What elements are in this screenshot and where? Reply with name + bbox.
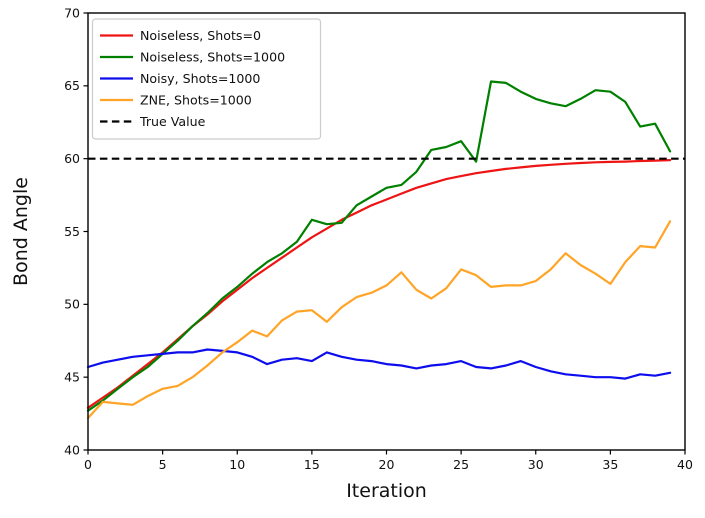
- legend: Noiseless, Shots=0 Noiseless, Shots=1000 N…: [91, 18, 322, 140]
- legend-item-noisy-shots-1000: Noisy, Shots=1000: [100, 71, 260, 86]
- y-tick-label: 45: [64, 370, 80, 385]
- ticks-layer: 0 5 10 15 20 25 30 35 40 40 45 50 55 60 65 70: [64, 5, 693, 472]
- x-tick-label: 25: [453, 457, 469, 472]
- series-noiseless-shots-1000: [86, 80, 672, 412]
- x-tick-label: 20: [379, 457, 395, 472]
- legend-box: [91, 18, 322, 140]
- x-tick-label: 35: [602, 457, 618, 472]
- x-tick-label: 30: [528, 457, 544, 472]
- y-axis-label: Bond Angle: [10, 177, 32, 286]
- legend-label-noiseless-shots-1000: Noiseless, Shots=1000: [140, 49, 285, 64]
- y-tick-label: 40: [64, 442, 80, 457]
- x-tick-label: 10: [229, 457, 245, 472]
- x-axis-label: Iteration: [346, 480, 427, 502]
- legend-label-true-value: True Value: [139, 114, 206, 129]
- legend-item-true-value: True Value: [100, 114, 206, 129]
- x-tick-label: 0: [84, 457, 92, 472]
- x-tick-label: 5: [159, 457, 167, 472]
- legend-item-noiseless-shots-0: Noiseless, Shots=0: [100, 28, 261, 43]
- y-tick-label: 50: [64, 297, 80, 312]
- x-tick-label: 15: [304, 457, 320, 472]
- legend-item-noiseless-shots-1000: Noiseless, Shots=1000: [100, 49, 285, 64]
- legend-label-noisy-shots-1000: Noisy, Shots=1000: [140, 71, 260, 86]
- legend-label-zne-shots-1000: ZNE, Shots=1000: [140, 92, 252, 107]
- legend-item-zne-shots-1000: ZNE, Shots=1000: [100, 92, 252, 107]
- x-tick-label: 40: [677, 457, 693, 472]
- series-noisy-shots-1000: [86, 348, 672, 380]
- y-tick-label: 70: [64, 5, 80, 20]
- legend-label-noiseless-shots-0: Noiseless, Shots=0: [140, 28, 261, 43]
- y-tick-label: 55: [64, 224, 80, 239]
- y-tick-label: 65: [64, 78, 80, 93]
- series-layer: [86, 80, 685, 420]
- series-zne-shots-1000: [86, 220, 672, 420]
- y-tick-label: 60: [64, 151, 80, 166]
